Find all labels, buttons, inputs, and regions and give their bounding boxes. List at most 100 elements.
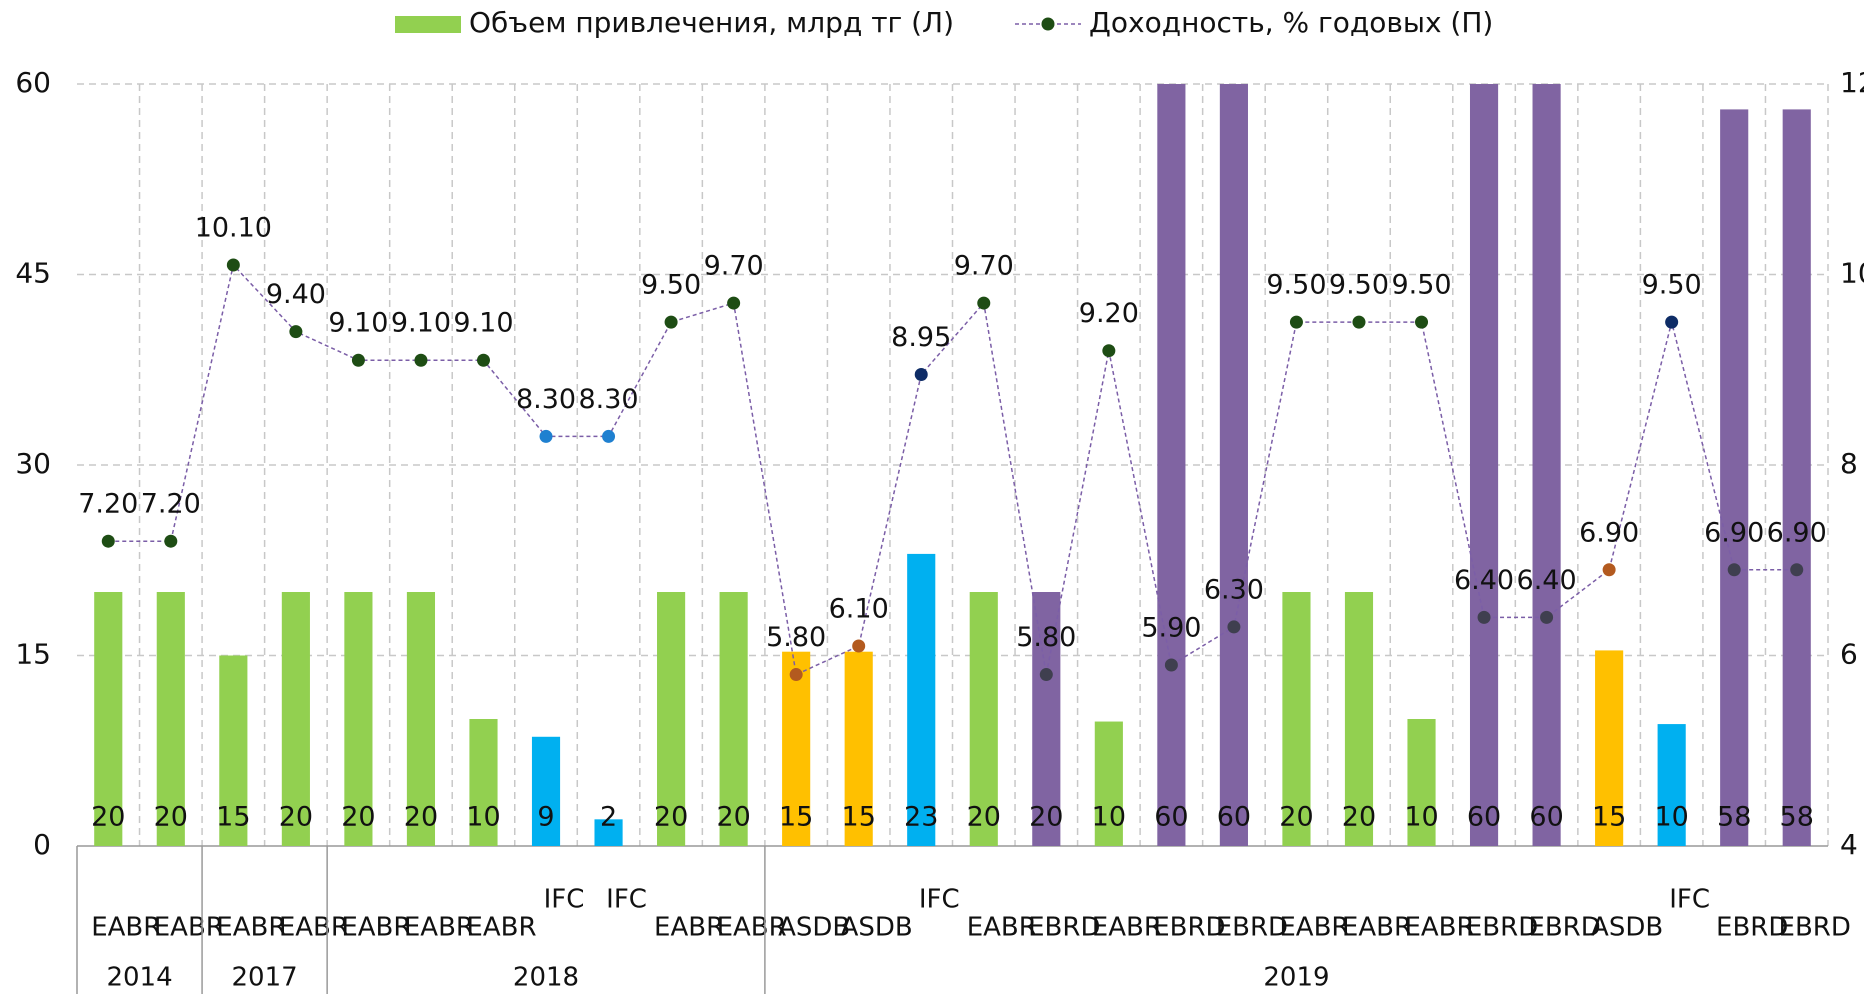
bar-value-label: 20 bbox=[716, 802, 750, 833]
line-value-label: 9.70 bbox=[954, 251, 1014, 282]
line-value-label: 9.10 bbox=[328, 308, 388, 339]
y2-tick-label: 10 bbox=[1840, 257, 1864, 290]
line-point bbox=[1415, 315, 1429, 329]
line-value-label: 6.10 bbox=[829, 593, 889, 624]
y2-tick-label: 12 bbox=[1840, 66, 1864, 99]
bar bbox=[782, 651, 811, 846]
line-value-label: 9.50 bbox=[1391, 270, 1451, 301]
bar-value-label: 20 bbox=[154, 802, 188, 833]
line-point bbox=[727, 296, 741, 310]
bar-value-label: 20 bbox=[341, 802, 375, 833]
x-tick-label: IFC bbox=[606, 885, 647, 915]
line-point bbox=[1727, 563, 1741, 577]
bar bbox=[844, 651, 873, 846]
bar bbox=[907, 553, 936, 846]
line-point bbox=[1039, 668, 1053, 682]
x-tick-label: EABR bbox=[404, 913, 474, 943]
bar-value-label: 20 bbox=[654, 802, 688, 833]
line-point bbox=[1102, 344, 1116, 358]
line-point bbox=[1352, 315, 1366, 329]
bar-value-label: 10 bbox=[1654, 802, 1688, 833]
line-point bbox=[1790, 563, 1804, 577]
bar bbox=[406, 592, 436, 846]
x-tick-label: EABR bbox=[654, 913, 724, 943]
group-label: 2018 bbox=[513, 963, 579, 993]
bar bbox=[344, 592, 373, 846]
bar bbox=[1595, 650, 1624, 846]
line-point bbox=[977, 296, 991, 310]
line-point bbox=[664, 315, 678, 329]
line-point bbox=[1665, 315, 1679, 329]
line-point bbox=[226, 258, 240, 272]
line-point bbox=[1164, 658, 1178, 672]
line-value-label: 7.20 bbox=[78, 489, 138, 520]
bar bbox=[1282, 592, 1311, 846]
line-value-label: 8.30 bbox=[578, 384, 638, 415]
line-point bbox=[1602, 563, 1616, 577]
y-tick-label: 30 bbox=[15, 447, 51, 480]
x-tick-label: EABR bbox=[1279, 913, 1349, 943]
line-point bbox=[1289, 315, 1303, 329]
legend-label: Объем привлечения, млрд тг (Л) bbox=[469, 6, 954, 39]
x-tick-label: IFC bbox=[544, 885, 585, 915]
x-tick-label: EABR bbox=[717, 913, 787, 943]
bar bbox=[219, 655, 248, 846]
bar-value-label: 60 bbox=[1217, 802, 1251, 833]
bar bbox=[1344, 592, 1374, 846]
line-point bbox=[789, 668, 803, 682]
bar bbox=[1720, 109, 1749, 846]
line-value-label: 8.95 bbox=[891, 322, 951, 353]
legend-marker bbox=[1041, 17, 1055, 31]
line-value-label: 9.50 bbox=[1642, 270, 1702, 301]
line-value-label: 9.50 bbox=[641, 270, 701, 301]
line-point bbox=[101, 534, 115, 548]
bar bbox=[1032, 592, 1061, 846]
line-point bbox=[414, 353, 428, 367]
x-tick-label: EABR bbox=[154, 913, 224, 943]
bar bbox=[531, 736, 561, 846]
line-value-label: 7.20 bbox=[141, 489, 201, 520]
bar bbox=[1157, 84, 1186, 846]
line-point bbox=[1227, 620, 1241, 634]
line-value-label: 8.30 bbox=[516, 384, 576, 415]
bar-value-label: 15 bbox=[779, 802, 813, 833]
line-point bbox=[539, 429, 553, 443]
bar bbox=[594, 819, 623, 846]
bar-value-label: 10 bbox=[466, 802, 500, 833]
line-value-label: 9.40 bbox=[266, 279, 326, 310]
bar bbox=[281, 592, 310, 846]
bar-value-label: 20 bbox=[404, 802, 438, 833]
bar bbox=[1657, 724, 1686, 846]
y-tick-label: 60 bbox=[15, 66, 51, 99]
bar bbox=[1469, 84, 1499, 846]
bar-value-label: 10 bbox=[1404, 802, 1438, 833]
bar-value-label: 60 bbox=[1467, 802, 1501, 833]
line-value-label: 6.90 bbox=[1704, 517, 1764, 548]
bar bbox=[1094, 721, 1123, 846]
x-tick-label: ASDB bbox=[1591, 913, 1663, 943]
x-tick-label: IFC bbox=[1669, 885, 1710, 915]
line-point bbox=[351, 353, 365, 367]
bar-value-label: 20 bbox=[1029, 802, 1063, 833]
line-value-label: 6.90 bbox=[1767, 517, 1827, 548]
y-tick-label: 15 bbox=[15, 638, 51, 671]
bar bbox=[719, 592, 748, 846]
bar-value-label: 20 bbox=[279, 802, 313, 833]
line-point bbox=[164, 534, 178, 548]
line-point bbox=[476, 353, 490, 367]
group-label: 2017 bbox=[232, 963, 298, 993]
x-tick-label: EBRD bbox=[1216, 913, 1288, 943]
x-tick-label: EBRD bbox=[1153, 913, 1225, 943]
line-point bbox=[289, 325, 303, 339]
line-value-label: 6.40 bbox=[1517, 565, 1577, 596]
bar bbox=[1532, 84, 1561, 846]
line-value-label: 9.20 bbox=[1079, 298, 1139, 329]
line-value-label: 9.50 bbox=[1329, 270, 1389, 301]
line-point bbox=[1477, 610, 1491, 624]
bar bbox=[1219, 84, 1248, 846]
bar-value-label: 10 bbox=[1092, 802, 1126, 833]
x-tick-label: EABR bbox=[1342, 913, 1412, 943]
bar bbox=[1782, 109, 1811, 846]
line-value-label: 6.90 bbox=[1579, 517, 1639, 548]
